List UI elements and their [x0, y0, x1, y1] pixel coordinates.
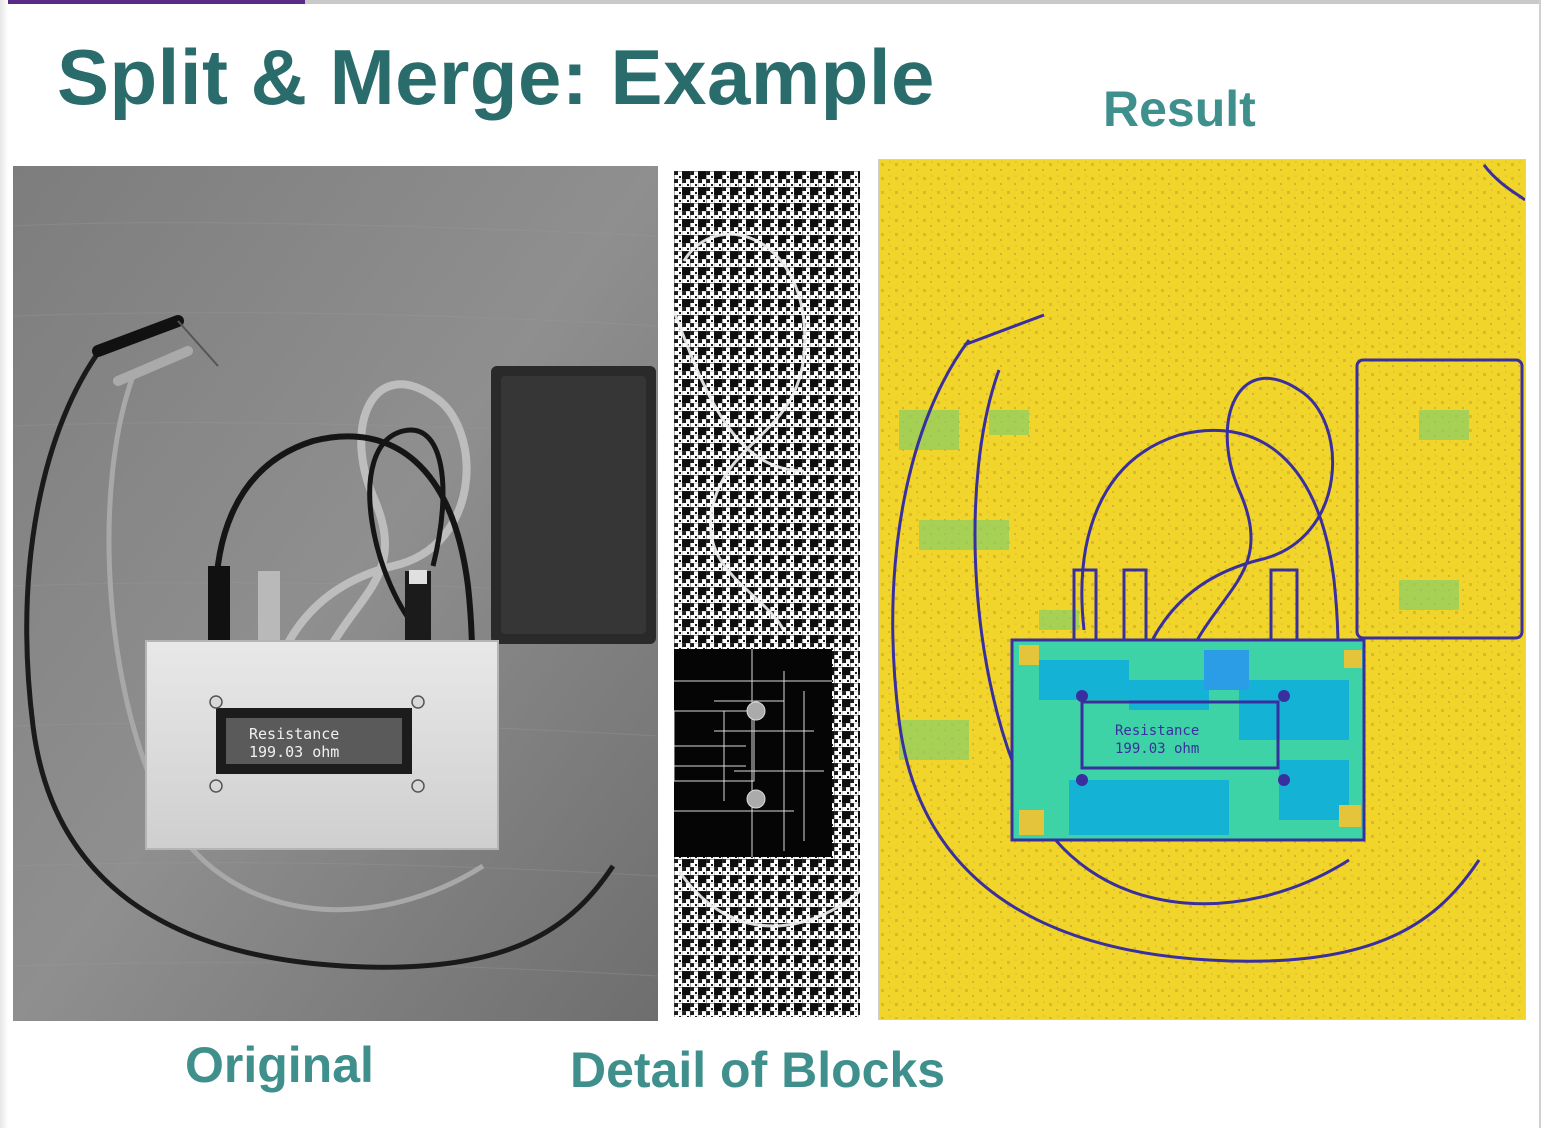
lcd-line-1: Resistance: [249, 725, 339, 743]
result-lcd-line-2: 199.03 ohm: [1115, 741, 1199, 757]
slide-title: Split & Merge: Example: [57, 33, 935, 121]
result-lcd-line-1: Resistance: [1115, 723, 1199, 739]
top-rule: [0, 0, 1540, 4]
result-image: Resistance 199.03 ohm: [878, 159, 1526, 1020]
original-image: Resistance 199.03 ohm: [13, 166, 658, 1021]
lcd-line-2: 199.03 ohm: [249, 743, 339, 761]
top-accent-bar: [0, 0, 305, 4]
result-label: Result: [1103, 81, 1256, 137]
detail-of-blocks-label: Detail of Blocks: [570, 1042, 946, 1098]
original-label: Original: [185, 1037, 374, 1093]
detail-of-blocks-image: [674, 171, 860, 1017]
right-edge: [1539, 0, 1541, 1128]
left-edge: [0, 0, 8, 1128]
